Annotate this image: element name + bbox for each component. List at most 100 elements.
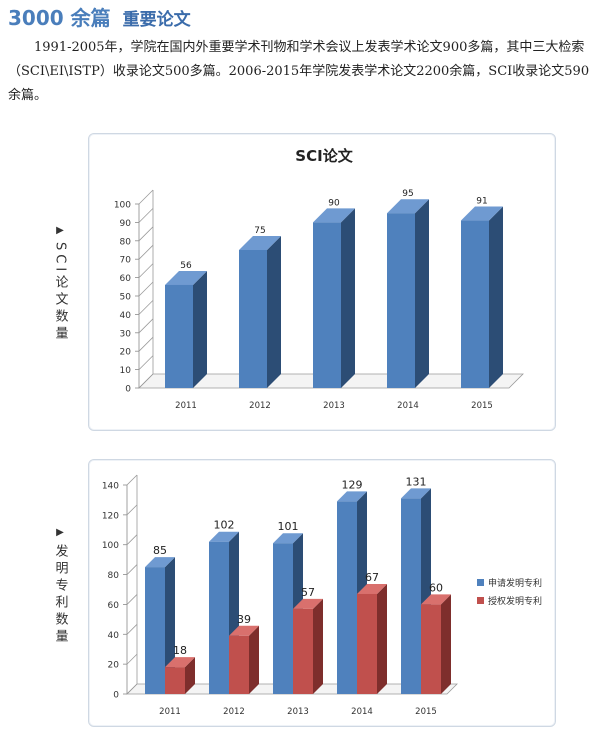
data-label: 102	[214, 519, 235, 532]
data-label: 75	[254, 226, 265, 236]
data-label: 101	[278, 520, 299, 533]
y-tick-label: 80	[120, 237, 132, 247]
patent-chart-frame: 0 20 40 60 80 100 120 140 85 18 2011 102 39 2012 101 57…	[88, 459, 556, 727]
bar	[293, 608, 313, 694]
bar-top	[273, 533, 303, 544]
data-label: 60	[429, 581, 443, 594]
y-tick-label: 0	[113, 691, 119, 701]
bar-side	[489, 206, 503, 388]
bar	[239, 250, 267, 388]
y-tick-label: 100	[114, 201, 131, 211]
y-tick-line	[126, 564, 138, 575]
sci-chart: SCI论文 0 10 20 30 40 50 60 70 80 90 100 56 2011 75 2012 9…	[114, 147, 524, 411]
data-label: 39	[237, 613, 251, 626]
legend-label: 授权发明专利	[488, 595, 542, 607]
sci-side-label-text: SCI论文数量	[52, 242, 68, 344]
bar-top	[229, 625, 259, 636]
bar-top	[293, 598, 323, 609]
data-label: 90	[328, 198, 340, 208]
bar-side	[313, 598, 323, 694]
y-tick-line	[138, 189, 154, 205]
y-tick-line	[138, 300, 154, 315]
bar-top	[401, 488, 431, 499]
y-tick-line	[138, 336, 154, 352]
y-tick-line	[126, 683, 138, 695]
bar-side	[377, 583, 387, 694]
data-label: 85	[153, 544, 167, 557]
data-label: 91	[476, 197, 487, 207]
bar-top	[387, 199, 429, 214]
heading-number: 3000 余篇	[8, 6, 111, 30]
bar-top	[145, 557, 175, 568]
y-tick-label: 30	[120, 329, 132, 339]
bar	[357, 593, 377, 694]
bar-top	[421, 594, 451, 605]
data-label: 129	[342, 478, 363, 491]
y-tick-label: 60	[120, 274, 132, 284]
y-tick-line	[138, 373, 154, 389]
y-tick-label: 20	[120, 348, 132, 358]
bar-side	[415, 199, 429, 388]
y-tick-line	[138, 355, 154, 370]
data-label: 131	[406, 475, 427, 488]
sci-chart-frame: SCI论文 0 10 20 30 40 50 60 70 80 90 100 56 2011 75 2012 9…	[88, 133, 556, 431]
data-label: 67	[365, 571, 379, 584]
y-tick-label: 70	[120, 256, 132, 266]
bar-top	[165, 657, 195, 668]
data-label: 95	[402, 189, 413, 199]
y-tick-line	[138, 226, 154, 242]
y-tick-line	[126, 474, 138, 486]
y-tick-label: 120	[102, 511, 119, 521]
y-tick-line	[138, 318, 154, 334]
heading-title: 重要论文	[122, 10, 191, 30]
bar-side	[185, 657, 195, 694]
bar	[165, 667, 185, 694]
bar-top	[337, 491, 367, 502]
y-tick-label: 60	[108, 601, 120, 611]
bar	[313, 222, 341, 388]
bar-side	[267, 236, 281, 388]
bar-side	[193, 270, 207, 388]
x-tick-label: 2014	[351, 707, 373, 717]
x-tick-label: 2012	[223, 707, 245, 717]
legend-label: 申请发明专利	[488, 577, 542, 589]
patent-side-label: ▶ 发明专利数量	[48, 527, 72, 650]
bar	[387, 213, 415, 388]
x-tick-label: 2013	[287, 707, 309, 717]
y-tick-line	[126, 504, 138, 516]
y-tick-label: 50	[120, 293, 132, 303]
bar	[337, 501, 357, 694]
bar	[209, 541, 229, 694]
data-label: 57	[301, 586, 315, 599]
y-tick-label: 140	[102, 482, 119, 492]
intro-paragraph: 1991-2005年，学院在国内外重要学术刊物和学术会议上发表学术论文900多篇…	[8, 40, 590, 103]
y-tick-line	[126, 594, 138, 605]
patent-side-label-text: 发明专利数量	[52, 544, 68, 646]
y-tick-label: 20	[108, 661, 120, 671]
y-tick-label: 100	[102, 541, 119, 551]
x-tick-label: 2011	[159, 707, 181, 717]
x-tick-label: 2015	[415, 707, 437, 717]
y-tick-line	[126, 534, 138, 545]
triangle-right-icon: ▶	[56, 527, 64, 538]
x-tick-label: 2015	[471, 401, 493, 411]
bar-top	[357, 583, 387, 594]
bar-top	[239, 236, 281, 250]
y-tick-label: 90	[120, 219, 132, 229]
bar	[421, 604, 441, 694]
bar	[145, 567, 165, 694]
bar-top	[313, 208, 355, 223]
bar	[273, 543, 293, 694]
legend-swatch	[477, 597, 484, 604]
bar-side	[249, 625, 259, 694]
y-tick-line	[138, 208, 154, 223]
legend-swatch	[477, 579, 484, 586]
y-tick-line	[138, 244, 154, 260]
chart-title: SCI论文	[295, 147, 353, 165]
y-tick-label: 10	[120, 366, 132, 376]
bar-top	[461, 206, 503, 221]
bar-top	[165, 270, 207, 285]
patent-chart: 0 20 40 60 80 100 120 140 85 18 2011 102 39 2012 101 57…	[102, 474, 542, 717]
x-tick-label: 2014	[397, 401, 419, 411]
data-label: 18	[173, 644, 187, 657]
